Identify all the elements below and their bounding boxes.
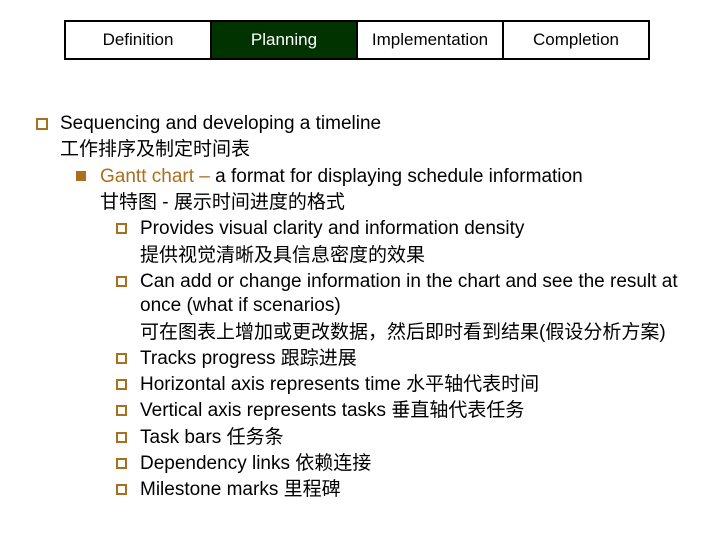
square-hollow-bullet-icon [36, 112, 60, 130]
tab-label: Definition [103, 30, 174, 50]
l3-zh-inline: 依赖连接 [295, 453, 371, 474]
l3-text: Horizontal axis represents time 水平轴代表时间 [140, 373, 700, 397]
bullet-level3: Task bars 任务条 [116, 426, 700, 450]
l3-zh: 可在图表上增加或更改数据，然后即时看到结果(假设分析方案) [116, 321, 700, 345]
l3-text: Task bars 任务条 [140, 426, 700, 450]
square-hollow-bullet-icon [116, 217, 140, 234]
bullet-level3: Provides visual clarity and information … [116, 217, 700, 241]
bullet-level2: Gantt chart – a format for displaying sc… [76, 165, 700, 189]
square-hollow-bullet-icon [116, 452, 140, 469]
l3-zh-inline: 任务条 [227, 427, 284, 448]
l3-text: Tracks progress 跟踪进展 [140, 347, 700, 371]
l3-text: Can add or change information in the cha… [140, 270, 700, 319]
square-hollow-bullet-icon [116, 347, 140, 364]
l3-text: Provides visual clarity and information … [140, 217, 700, 241]
tab-planning[interactable]: Planning [212, 22, 358, 58]
phase-tabs: Definition Planning Implementation Compl… [64, 20, 650, 60]
l3-en: Can add or change information in the cha… [140, 271, 678, 316]
bullet-level3: Horizontal axis represents time 水平轴代表时间 [116, 373, 700, 397]
tab-definition[interactable]: Definition [66, 22, 212, 58]
square-solid-bullet-icon [76, 165, 100, 181]
bullet-level3: Vertical axis represents tasks 垂直轴代表任务 [116, 399, 700, 423]
l3-en: Task bars [140, 427, 227, 448]
l2-dash: – [194, 166, 215, 187]
l3-en: Milestone marks [140, 479, 284, 500]
l3-zh: 提供视觉清晰及具信息密度的效果 [116, 244, 700, 268]
tab-label: Implementation [372, 30, 488, 50]
bullet-level3: Can add or change information in the cha… [116, 270, 700, 319]
slide-body: Sequencing and developing a timeline 工作排… [36, 112, 700, 505]
tab-completion[interactable]: Completion [504, 22, 648, 58]
l2-rest: a format for displaying schedule informa… [215, 166, 583, 187]
bullet-level3: Milestone marks 里程碑 [116, 478, 700, 502]
square-hollow-bullet-icon [116, 270, 140, 287]
tab-label: Planning [251, 30, 317, 50]
l3-en: Provides visual clarity and information … [140, 218, 524, 239]
square-hollow-bullet-icon [116, 478, 140, 495]
l2-zh: 甘特图 - 展示时间进度的格式 [76, 191, 700, 215]
l3-en: Tracks progress [140, 348, 281, 369]
l3-en: Horizontal axis represents time [140, 374, 406, 395]
l3-zh-inline: 跟踪进展 [281, 348, 357, 369]
l3-en: Vertical axis represents tasks [140, 400, 391, 421]
l2-text: Gantt chart – a format for displaying sc… [100, 165, 700, 189]
l3-zh-inline: 垂直轴代表任务 [391, 400, 524, 421]
square-hollow-bullet-icon [116, 399, 140, 416]
bullet-level1: Sequencing and developing a timeline [36, 112, 700, 136]
tab-label: Completion [533, 30, 619, 50]
l3-zh-inline: 水平轴代表时间 [406, 374, 539, 395]
l3-zh-inline: 里程碑 [284, 479, 341, 500]
l1-title-zh: 工作排序及制定时间表 [36, 138, 700, 162]
l2-lead: Gantt chart [100, 166, 194, 187]
l3-text: Dependency links 依赖连接 [140, 452, 700, 476]
l3-text: Milestone marks 里程碑 [140, 478, 700, 502]
l1-title-en: Sequencing and developing a timeline [60, 112, 700, 136]
l3-en: Dependency links [140, 453, 295, 474]
square-hollow-bullet-icon [116, 373, 140, 390]
square-hollow-bullet-icon [116, 426, 140, 443]
bullet-level3: Dependency links 依赖连接 [116, 452, 700, 476]
bullet-level3: Tracks progress 跟踪进展 [116, 347, 700, 371]
l3-text: Vertical axis represents tasks 垂直轴代表任务 [140, 399, 700, 423]
tab-implementation[interactable]: Implementation [358, 22, 504, 58]
